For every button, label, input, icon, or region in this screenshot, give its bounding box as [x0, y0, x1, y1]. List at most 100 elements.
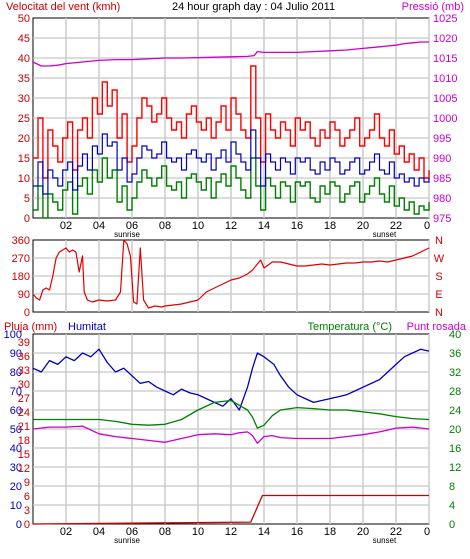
- hum-xtick-02: 02: [60, 526, 72, 538]
- wind-ytick-0: 0: [24, 213, 30, 225]
- dir-compass-0: N: [435, 235, 443, 247]
- hum-xtick-14: 14: [258, 526, 270, 538]
- temperature-axis-label: Temperatura (°C): [308, 321, 392, 333]
- dir-compass-4: N: [435, 307, 443, 319]
- graph-panels: 0510152025303540455097598098599099510001…: [4, 13, 462, 545]
- temp-ytick-20: 20: [449, 424, 461, 436]
- humidity-ytick-30: 30: [10, 462, 22, 474]
- pressure-series: [32, 41, 429, 67]
- rain-ytick-9: 9: [24, 477, 30, 489]
- wind-xtick-10: 10: [192, 220, 204, 232]
- humidity-ytick-60: 60: [10, 405, 22, 417]
- temp-ytick-8: 8: [449, 481, 455, 493]
- wind-xtick-04: 04: [93, 220, 105, 232]
- wind-ytick-20: 20: [18, 133, 30, 145]
- pressure-ytick-1020: 1020: [433, 33, 457, 45]
- wind-xtick-12: 12: [225, 220, 237, 232]
- humidity-ytick-90: 90: [10, 348, 22, 360]
- rain-ytick-27: 27: [18, 393, 30, 405]
- humidity-ytick-80: 80: [10, 367, 22, 379]
- rain-ytick-36: 36: [18, 351, 30, 363]
- humidity-ytick-40: 40: [10, 443, 22, 455]
- wind-ytick-45: 45: [18, 33, 30, 45]
- wind-min-series: [33, 157, 430, 219]
- wind-xtick-16: 16: [291, 220, 303, 232]
- temp-ytick-32: 32: [449, 367, 461, 379]
- temp-ytick-12: 12: [449, 462, 461, 474]
- humidity-ytick-20: 20: [10, 481, 22, 493]
- hum-xtick-08: 08: [159, 526, 171, 538]
- wind-ytick-30: 30: [18, 93, 30, 105]
- rain-ytick-18: 18: [18, 435, 30, 447]
- wind-avg-series: [33, 129, 430, 195]
- temp-ytick-24: 24: [449, 405, 461, 417]
- pressure-axis-label: Pressió (mb): [402, 1, 464, 13]
- temperature-series: [33, 399, 430, 429]
- pressure-ytick-995: 995: [433, 133, 451, 145]
- pressure-ytick-1025: 1025: [433, 13, 457, 25]
- hum-xtick-16: 16: [291, 526, 303, 538]
- rain-ytick-6: 6: [24, 491, 30, 503]
- dir-compass-1: W: [434, 253, 445, 265]
- direction-series: [32, 239, 430, 309]
- wind-xtick-20: 20: [357, 220, 369, 232]
- rain-ytick-0: 0: [24, 519, 30, 531]
- humidity-axis-label: Humitat: [68, 321, 106, 333]
- rain-ytick-39: 39: [18, 337, 30, 349]
- wind-xtick-22: 22: [390, 220, 402, 232]
- wind-xtick-14: 14: [258, 220, 270, 232]
- wind-ytick-35: 35: [18, 73, 30, 85]
- dir-ytick-360: 360: [12, 235, 30, 247]
- dir-ytick-180: 180: [12, 271, 30, 283]
- pressure-ytick-1015: 1015: [433, 53, 457, 65]
- dir-ytick-270: 270: [12, 253, 30, 265]
- hum-xtick-22: 22: [390, 526, 402, 538]
- dir-compass-2: S: [435, 271, 442, 283]
- dir-ytick-0: 0: [24, 307, 30, 319]
- wind-ytick-10: 10: [18, 173, 30, 185]
- temp-ytick-36: 36: [449, 348, 461, 360]
- temp-ytick-4: 4: [449, 500, 455, 512]
- rain-ytick-30: 30: [18, 379, 30, 391]
- rain-ytick-21: 21: [18, 421, 30, 433]
- pressure-ytick-980: 980: [433, 193, 451, 205]
- humidity-ytick-0: 0: [16, 519, 22, 531]
- pressure-ytick-1005: 1005: [433, 93, 457, 105]
- graph-title: 24 hour graph day : 04 Julio 2011: [172, 1, 335, 13]
- rain-series: [32, 494, 429, 525]
- rain-axis-label: Pluja (mm): [4, 321, 57, 333]
- humidity-ytick-100: 100: [4, 329, 22, 341]
- wind-xtick-08: 08: [159, 220, 171, 232]
- hum-xtick-18: 18: [324, 526, 336, 538]
- rain-ytick-24: 24: [18, 407, 30, 419]
- dir-ytick-90: 90: [18, 289, 30, 301]
- wind-ytick-5: 5: [24, 193, 30, 205]
- wind-gust-series: [33, 65, 430, 179]
- wind-ytick-40: 40: [18, 53, 30, 65]
- dewpoint-series: [32, 425, 430, 444]
- temp-ytick-28: 28: [449, 386, 461, 398]
- pressure-ytick-1000: 1000: [433, 113, 457, 125]
- dewpoint-axis-label: Punt rosada: [407, 321, 467, 333]
- rain-ytick-12: 12: [18, 463, 30, 475]
- humidity-ytick-70: 70: [10, 386, 22, 398]
- hum-xtick-0: 0: [424, 526, 430, 538]
- wind-marker-sunset: sunset: [373, 230, 397, 239]
- rain-ytick-15: 15: [18, 449, 30, 461]
- dir-compass-3: E: [435, 289, 442, 301]
- wind-axis-label: Velocitat del vent (kmh): [6, 1, 120, 13]
- wind-xtick-02: 02: [60, 220, 72, 232]
- rain-ytick-33: 33: [18, 365, 30, 377]
- humidity-series: [32, 348, 430, 411]
- temp-ytick-40: 40: [449, 329, 461, 341]
- hum-xtick-12: 12: [225, 526, 237, 538]
- hum-xtick-10: 10: [192, 526, 204, 538]
- pressure-ytick-975: 975: [433, 213, 451, 225]
- pressure-ytick-990: 990: [433, 153, 451, 165]
- wind-xtick-06: 06: [126, 220, 138, 232]
- humidity-ytick-50: 50: [10, 424, 22, 436]
- temp-ytick-0: 0: [449, 519, 455, 531]
- wind-ytick-25: 25: [18, 113, 30, 125]
- hum-xtick-20: 20: [357, 526, 369, 538]
- humidity-ytick-10: 10: [10, 500, 22, 512]
